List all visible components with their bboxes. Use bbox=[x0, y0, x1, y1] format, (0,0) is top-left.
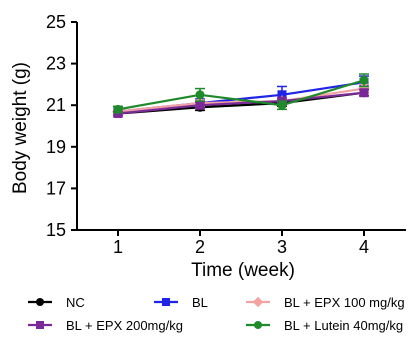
series-line bbox=[117, 91, 365, 115]
legend-marker bbox=[252, 296, 264, 308]
y-tick-label: 21 bbox=[46, 95, 66, 115]
legend-marker bbox=[254, 321, 262, 329]
series-5 bbox=[113, 73, 369, 114]
legend-label: BL bbox=[192, 295, 208, 310]
data-point bbox=[277, 100, 287, 110]
x-axis-label: Time (week) bbox=[191, 260, 295, 281]
y-tick-label: 19 bbox=[46, 137, 66, 157]
legend: NC BL BL + EPX 100 mg/kg BL + EPX 200mg/kg B… bbox=[28, 295, 405, 333]
x-ticks: 1 2 3 4 bbox=[113, 230, 369, 257]
data-point bbox=[359, 88, 369, 98]
data-point bbox=[195, 100, 205, 110]
x-tick-label: 3 bbox=[277, 237, 287, 257]
x-tick-label: 1 bbox=[113, 237, 123, 257]
y-tick-label: 17 bbox=[46, 178, 66, 198]
legend-item: BL + EPX 100 mg/kg bbox=[246, 295, 405, 310]
series-line bbox=[117, 79, 365, 111]
legend-item: BL + Lutein 40mg/kg bbox=[246, 318, 403, 333]
y-axis-label: Body weight (g) bbox=[10, 62, 31, 194]
legend-marker bbox=[36, 321, 44, 329]
legend-label: BL + Lutein 40mg/kg bbox=[284, 318, 403, 333]
legend-label: BL + EPX 100 mg/kg bbox=[284, 295, 405, 310]
legend-item: NC bbox=[28, 295, 85, 310]
legend-marker bbox=[162, 298, 170, 306]
data-point bbox=[277, 90, 287, 100]
data-point bbox=[113, 104, 123, 114]
y-tick-label: 23 bbox=[46, 54, 66, 74]
data-point bbox=[359, 75, 369, 85]
legend-item: BL bbox=[154, 295, 208, 310]
y-tick-label: 15 bbox=[46, 220, 66, 240]
series-layer bbox=[112, 73, 370, 119]
legend-item: BL + EPX 200mg/kg bbox=[28, 318, 183, 333]
y-ticks: 15 17 19 21 23 25 bbox=[46, 12, 77, 240]
legend-marker bbox=[36, 298, 44, 306]
data-point bbox=[195, 90, 205, 100]
axes bbox=[76, 22, 406, 231]
y-tick-label: 25 bbox=[46, 12, 66, 32]
legend-label: NC bbox=[66, 295, 85, 310]
legend-label: BL + EPX 200mg/kg bbox=[66, 318, 183, 333]
x-tick-label: 2 bbox=[195, 237, 205, 257]
x-tick-label: 4 bbox=[359, 237, 369, 257]
